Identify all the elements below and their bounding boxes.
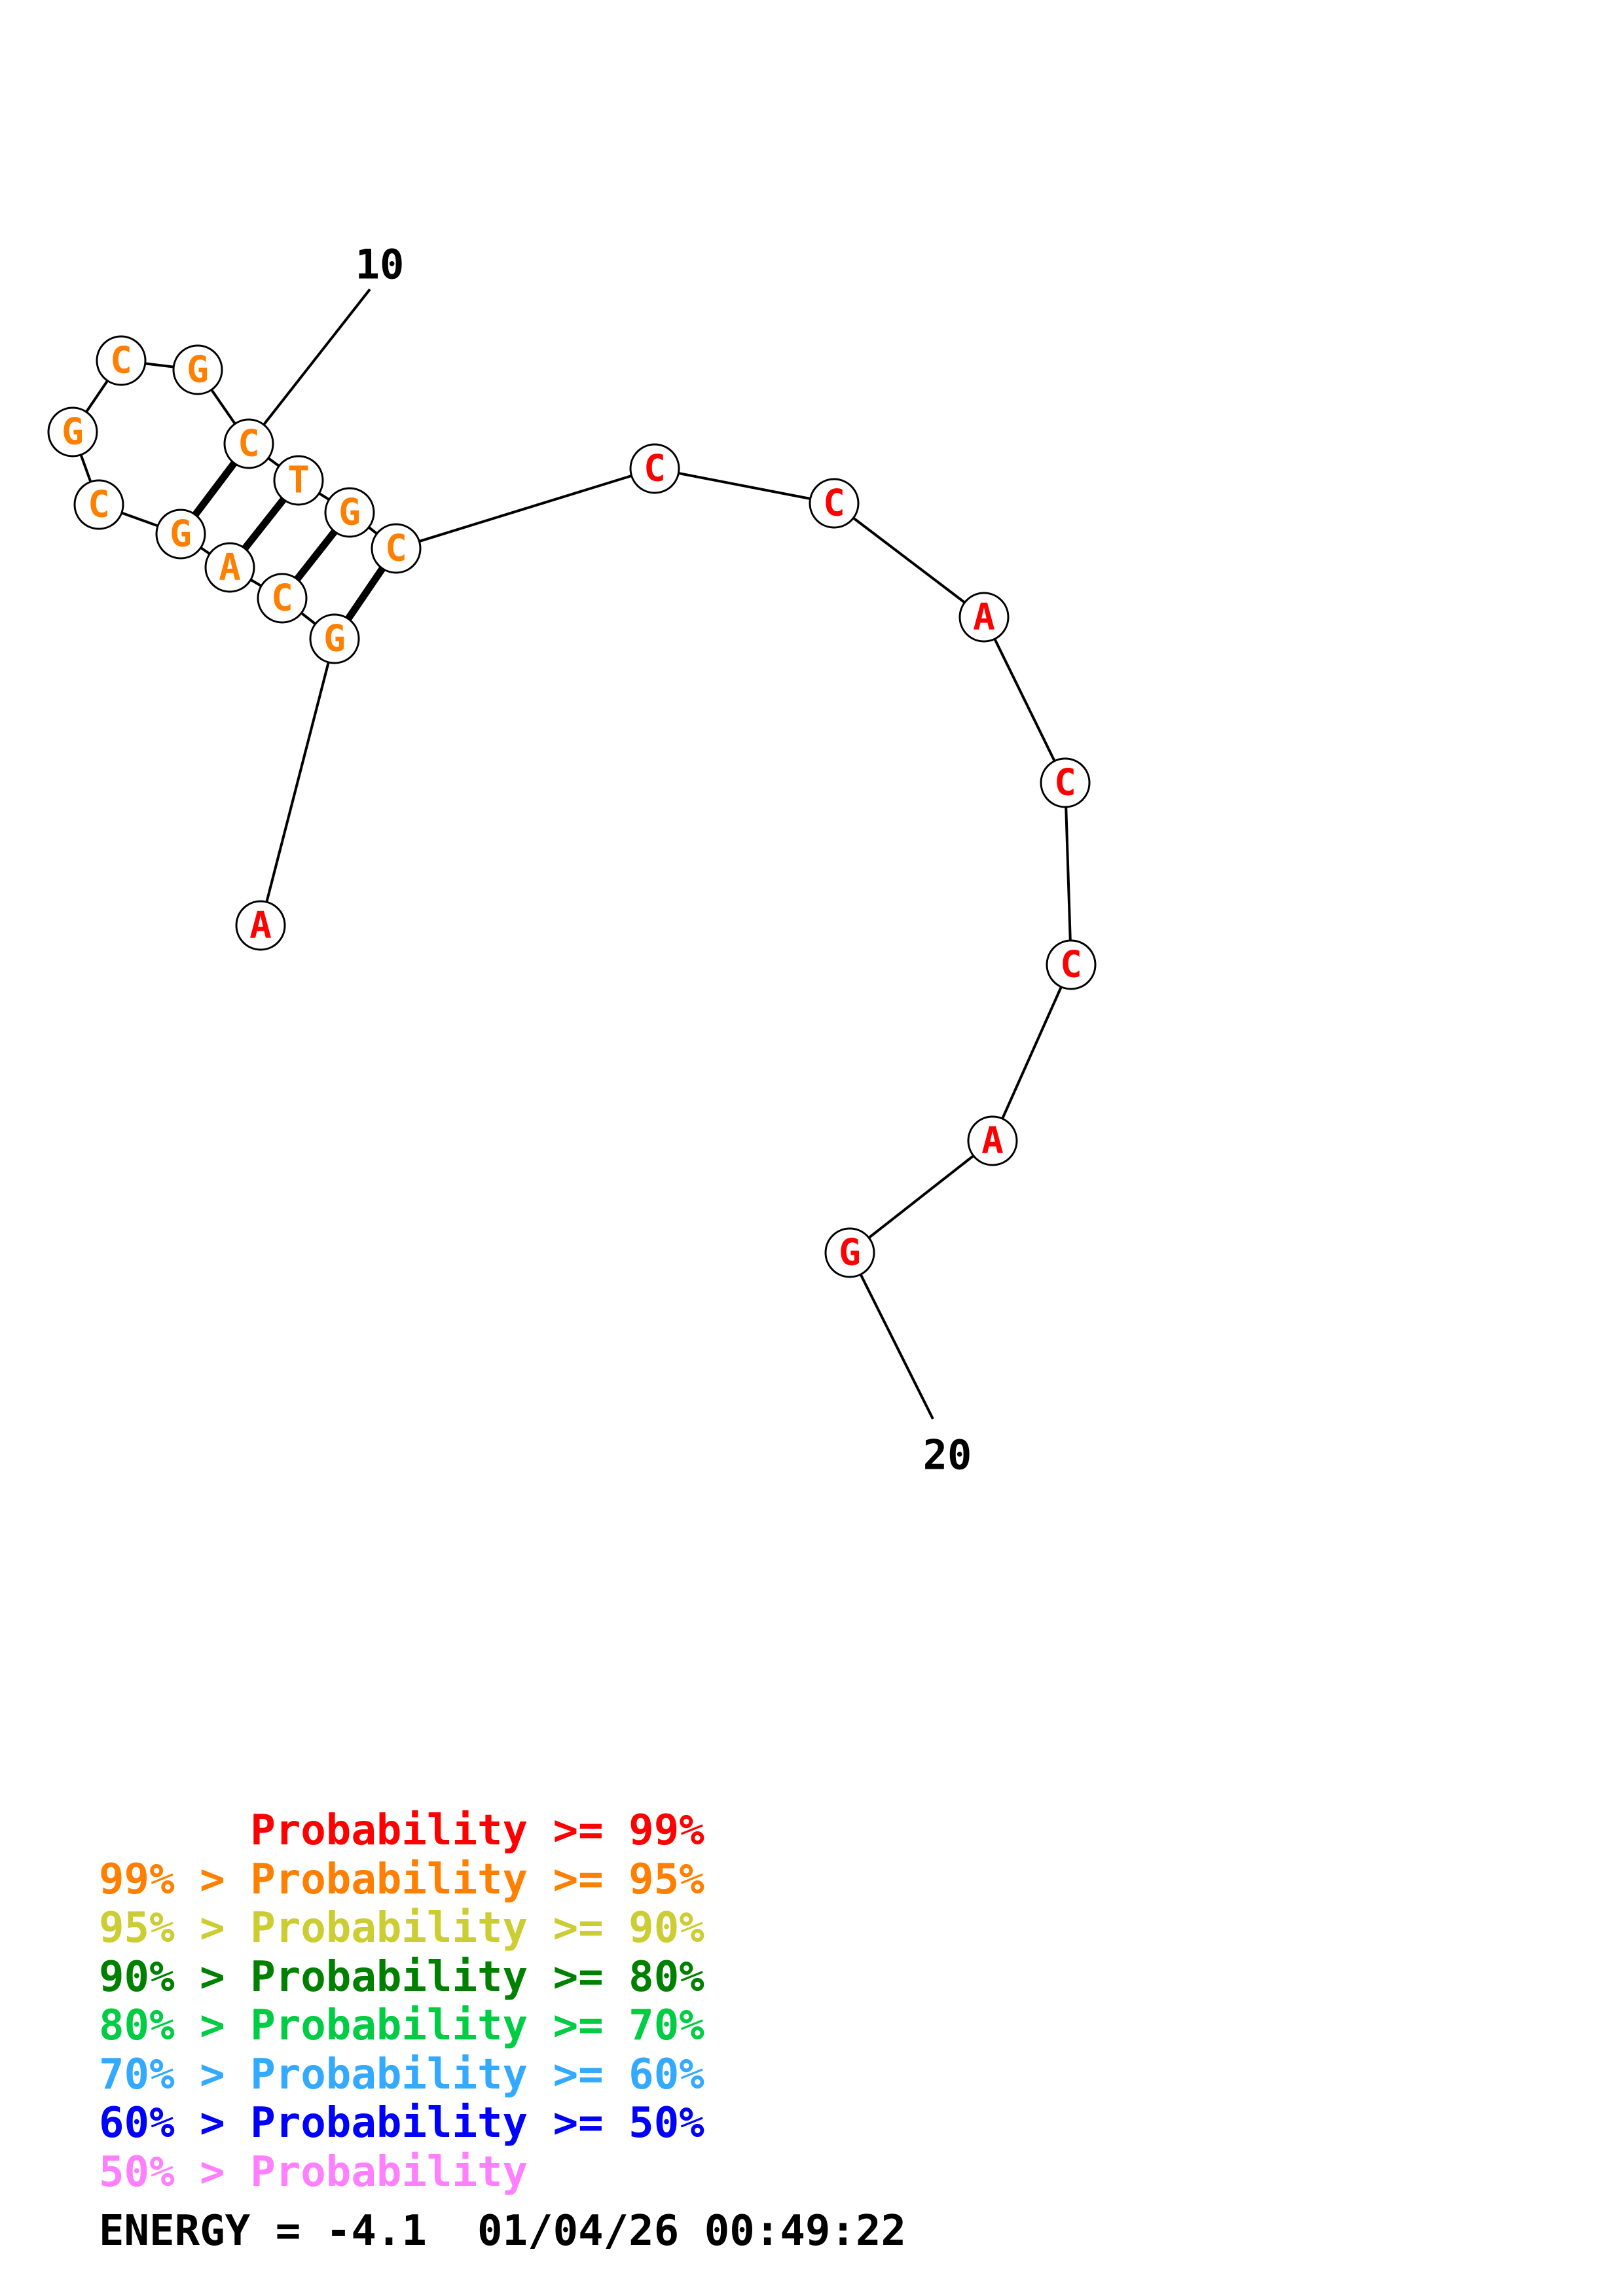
nucleotide-A1: A xyxy=(235,900,286,951)
backbone-bond-18-19 xyxy=(991,964,1072,1141)
legend-item-7: 50% > Probability xyxy=(99,2147,528,2197)
nucleotide-circle xyxy=(371,523,422,574)
nucleotide-letter: T xyxy=(287,459,310,502)
nucleotide-letter: C xyxy=(238,423,260,465)
nucleotide-circle xyxy=(223,418,274,469)
nucleotide-G20: G xyxy=(824,1227,875,1278)
nucleotide-G7: G xyxy=(47,406,98,457)
nucleotide-circle xyxy=(235,900,286,951)
nucleotide-letter: C xyxy=(110,340,132,382)
nucleotide-letter: A xyxy=(973,596,995,639)
backbone-bond-19-20 xyxy=(848,1139,994,1254)
nucleotide-A16: A xyxy=(958,592,1010,643)
nucleotide-letter: C xyxy=(1054,762,1076,804)
nucleotide-C6: C xyxy=(73,479,124,530)
nucleotide-letter: G xyxy=(62,411,84,454)
nucleotide-circle xyxy=(47,406,98,457)
nucleotide-letter: G xyxy=(187,349,209,391)
backbone-bond-14-15 xyxy=(654,467,835,505)
legend-item-0: Probability >= 99% xyxy=(99,1806,704,1855)
nucleotide-letter: C xyxy=(823,482,845,525)
nucleotide-C3: C xyxy=(257,573,308,624)
nucleotide-letter: A xyxy=(981,1120,1004,1162)
nucleotide-letter: G xyxy=(839,1232,861,1274)
nucleotide-circle xyxy=(273,455,324,506)
nucleotide-letter: C xyxy=(1060,944,1082,986)
nucleotide-circle xyxy=(324,487,375,538)
nucleotide-circle xyxy=(96,335,147,386)
nucleotide-T11: T xyxy=(273,455,324,506)
legend-item-5: 70% > Probability >= 60% xyxy=(99,2050,704,2099)
nucleotide-letter: G xyxy=(323,618,346,660)
nucleotide-letter: A xyxy=(249,905,272,947)
backbone-bond-17-18 xyxy=(1064,782,1072,965)
nucleotide-C15: C xyxy=(809,478,860,529)
nucleotide-C17: C xyxy=(1040,757,1091,808)
nucleotide-letter: C xyxy=(271,577,293,620)
nucleotide-G2: G xyxy=(309,613,360,664)
nucleotide-circle xyxy=(73,479,124,530)
legend-item-4: 80% > Probability >= 70% xyxy=(99,2001,704,2050)
nucleotide-C10: C xyxy=(223,418,274,469)
nucleotide-circle xyxy=(958,592,1010,643)
nucleotide-circle xyxy=(1046,939,1097,990)
nucleotide-G12: G xyxy=(324,487,375,538)
nucleotide-circle xyxy=(204,542,255,593)
nucleotide-letter: C xyxy=(644,448,666,490)
legend-item-2: 95% > Probability >= 90% xyxy=(99,1904,704,1952)
energy-line: ENERGY = -4.1 01/04/26 00:49:22 xyxy=(99,2207,906,2255)
nucleotide-C13: C xyxy=(371,523,422,574)
label-leader-line-10 xyxy=(247,288,371,445)
nucleotide-circle xyxy=(172,344,223,395)
nucleotide-C18: C xyxy=(1046,939,1097,990)
legend-item-3: 90% > Probability >= 80% xyxy=(99,1952,704,2001)
backbone-bond-13-14 xyxy=(395,467,655,550)
nucleotide-G9: G xyxy=(172,344,223,395)
nucleotide-circle xyxy=(309,613,360,664)
nucleotide-C8: C xyxy=(96,335,147,386)
probability-legend: Probability >= 99% 99% > Probability >= 9… xyxy=(99,1806,704,2197)
nucleotide-letter: C xyxy=(88,484,110,526)
nucleotide-circle xyxy=(1040,757,1091,808)
nucleotide-A19: A xyxy=(967,1115,1018,1166)
legend-item-1: 99% > Probability >= 95% xyxy=(99,1855,704,1904)
position-label-10: 10 xyxy=(356,241,405,289)
backbone-bond-1-2 xyxy=(259,638,336,926)
position-label-20: 20 xyxy=(923,1431,972,1479)
nucleotide-letter: A xyxy=(219,547,241,589)
backbone-bond-16-17 xyxy=(983,617,1067,783)
nucleotide-G5: G xyxy=(155,509,206,560)
nucleotide-circle xyxy=(155,509,206,560)
nucleotide-circle xyxy=(809,478,860,529)
nucleotide-letter: C xyxy=(385,528,407,570)
nucleotide-A4: A xyxy=(204,542,255,593)
backbone-bond-15-16 xyxy=(833,502,985,619)
nucleotide-circle xyxy=(257,573,308,624)
nucleotide-circle xyxy=(967,1115,1018,1166)
nucleotide-letter: G xyxy=(170,513,192,556)
nucleotide-circle xyxy=(629,443,680,494)
nucleotide-C14: C xyxy=(629,443,680,494)
label-leader-line-20 xyxy=(848,1252,934,1420)
legend-item-6: 60% > Probability >= 50% xyxy=(99,2099,704,2147)
nucleotide-circle xyxy=(824,1227,875,1278)
nucleotide-letter: G xyxy=(338,492,361,534)
